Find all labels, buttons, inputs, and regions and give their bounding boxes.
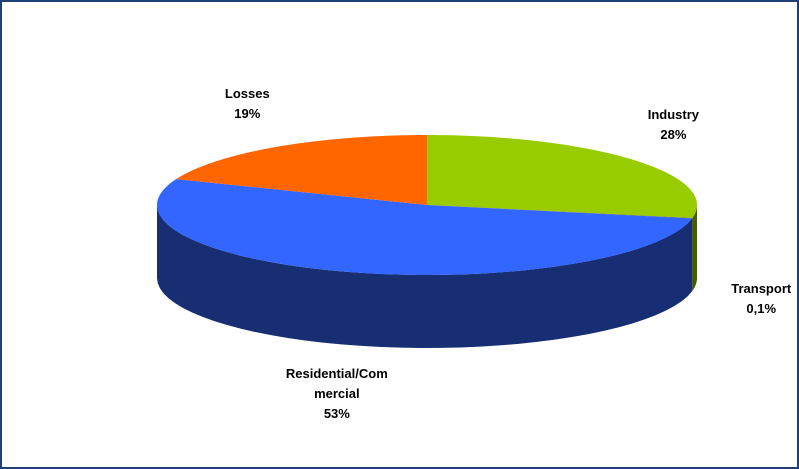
slice-side [692,205,697,291]
category-label: Residential/Commercial [285,365,388,401]
data-label: Industry 28% [618,105,728,145]
value-label: 19% [234,105,261,121]
category-label: Industry [647,106,700,122]
data-label: Losses 19% [192,84,302,124]
value-label: 28% [660,126,687,142]
category-label: Losses [224,85,270,101]
data-label: Residential/Commercial 53% [282,364,392,424]
slice [427,135,697,218]
slice-side [157,205,692,348]
value-label: 53% [323,405,350,421]
category-label: Transport [731,280,792,296]
slice [157,179,692,275]
slice [176,135,427,205]
slice [427,205,693,219]
data-label: Transport 0,1% [706,279,799,319]
value-label: 0,1% [746,300,777,316]
